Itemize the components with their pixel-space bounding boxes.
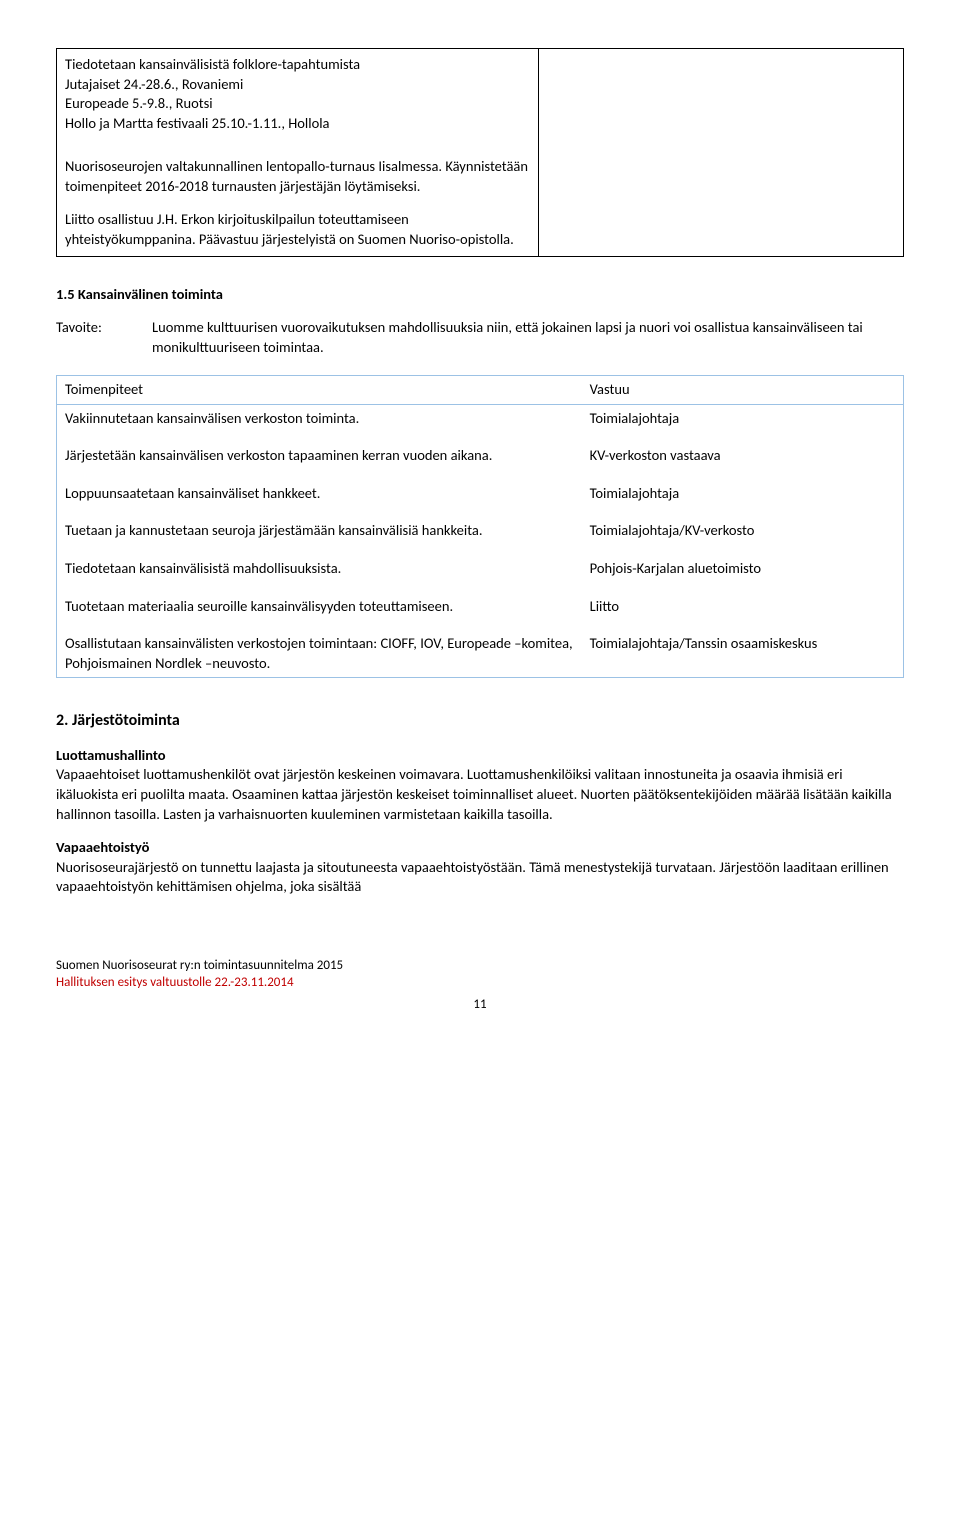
kv-table-header-vastuu: Vastuu [582,376,904,405]
table-cell: Liitto [582,583,904,621]
folklore-line-4: Hollo ja Martta festivaali 25.10.-1.11.,… [65,114,530,134]
top-table-left-cell: Tiedotetaan kansainvälisistä folklore-ta… [56,48,539,257]
table-cell: Toimialajohtaja [582,404,904,432]
tavoite-text: Luomme kulttuurisen vuorovaikutuksen mah… [152,318,904,357]
lentopallo-paragraph: Nuorisoseurojen valtakunnallinen lentopa… [65,157,530,196]
top-table: Tiedotetaan kansainvälisistä folklore-ta… [56,48,904,257]
footer-line-1: Suomen Nuorisoseurat ry:n toimintasuunni… [56,957,904,975]
vapaaehtoistyo-heading: Vapaaehtoistyö [56,838,904,858]
footer-line-2: Hallituksen esitys valtuustolle 22.-23.1… [56,974,904,992]
vapaaehtoistyo-text: Nuorisoseurajärjestö on tunnettu laajast… [56,858,904,897]
kv-table-header-toimenpiteet: Toimenpiteet [57,376,582,405]
tavoite-label: Tavoite: [56,318,152,357]
luottamushallinto-heading: Luottamushallinto [56,746,904,766]
table-row: Tuotetaan materiaalia seuroille kansainv… [57,583,904,621]
table-cell: Vakiinnutetaan kansainvälisen verkoston … [57,404,582,432]
table-cell: Toimialajohtaja [582,470,904,508]
tavoite-row: Tavoite: Luomme kulttuurisen vuorovaikut… [56,318,904,357]
table-row: Tiedotetaan kansainvälisistä mahdollisuu… [57,545,904,583]
section-1-5-title: 1.5 Kansainvälinen toiminta [56,285,904,305]
table-cell: Toimialajohtaja/KV-verkosto [582,507,904,545]
table-cell: Tuotetaan materiaalia seuroille kansainv… [57,583,582,621]
table-row: Järjestetään kansainvälisen verkoston ta… [57,432,904,470]
luottamushallinto-text: Vapaaehtoiset luottamushenkilöt ovat jär… [56,765,904,824]
table-cell: Tuetaan ja kannustetaan seuroja järjestä… [57,507,582,545]
page-number: 11 [56,996,904,1014]
top-table-right-cell [539,48,904,257]
page-footer: Suomen Nuorisoseurat ry:n toimintasuunni… [56,957,904,1014]
table-cell: Pohjois-Karjalan aluetoimisto [582,545,904,583]
table-cell: Toimialajohtaja/Tanssin osaamiskeskus [582,620,904,678]
section-2-title: 2. Järjestötoiminta [56,710,904,732]
table-row: Loppuunsaatetaan kansainväliset hankkeet… [57,470,904,508]
table-cell: Loppuunsaatetaan kansainväliset hankkeet… [57,470,582,508]
table-row: Tuetaan ja kannustetaan seuroja järjestä… [57,507,904,545]
table-cell: KV-verkoston vastaava [582,432,904,470]
table-cell: Tiedotetaan kansainvälisistä mahdollisuu… [57,545,582,583]
kv-table: Toimenpiteet Vastuu Vakiinnutetaan kansa… [56,375,904,678]
table-row: Osallistutaan kansainvälisten verkostoje… [57,620,904,678]
folklore-line-2: Jutajaiset 24.-28.6., Rovaniemi [65,75,530,95]
table-cell: Järjestetään kansainvälisen verkoston ta… [57,432,582,470]
table-row: Vakiinnutetaan kansainvälisen verkoston … [57,404,904,432]
folklore-line-1: Tiedotetaan kansainvälisistä folklore-ta… [65,55,530,75]
table-cell: Osallistutaan kansainvälisten verkostoje… [57,620,582,678]
folklore-line-3: Europeade 5.-9.8., Ruotsi [65,94,530,114]
erkon-paragraph: Liitto osallistuu J.H. Erkon kirjoituski… [65,210,530,249]
